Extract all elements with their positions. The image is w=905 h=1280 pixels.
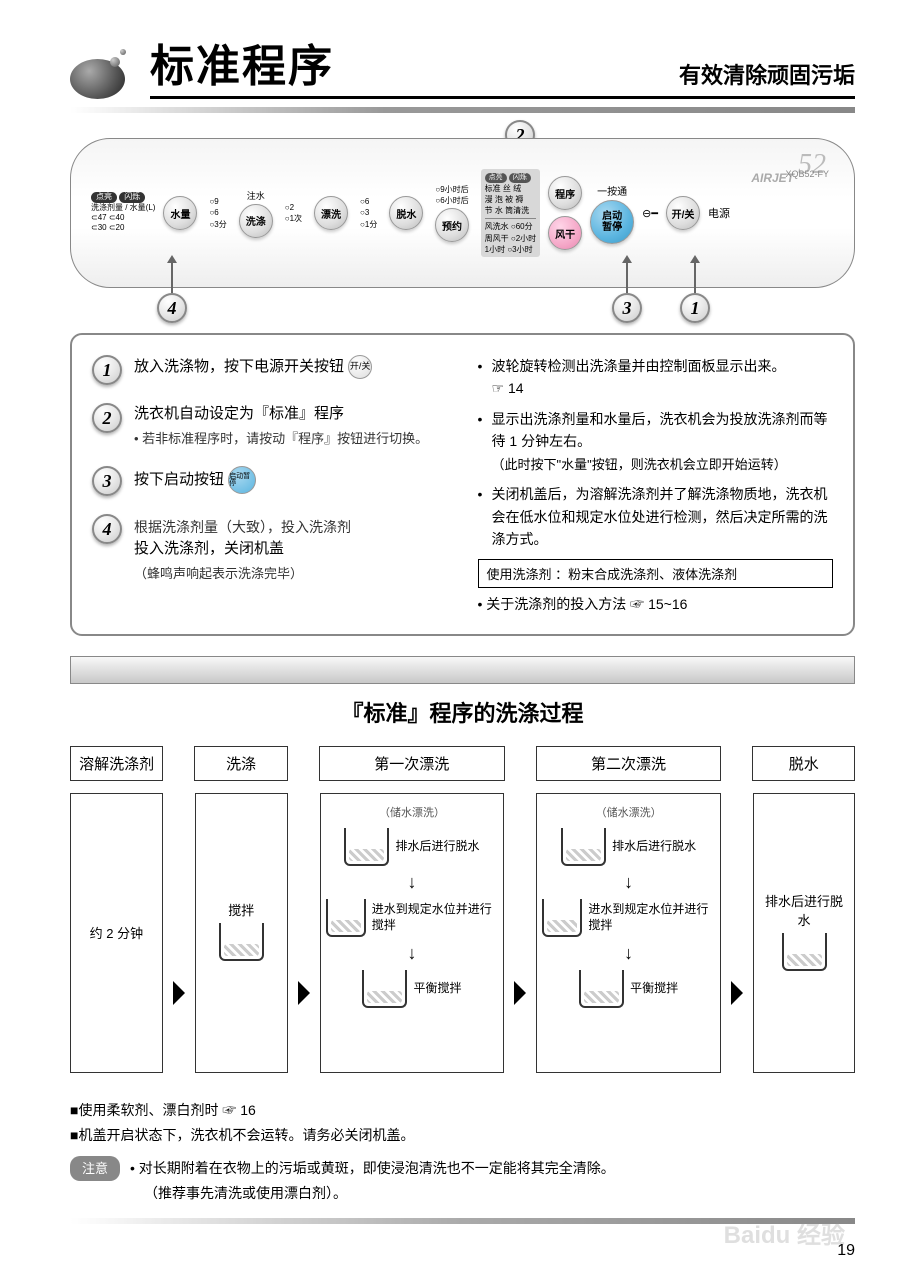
onetouch-label: 一按通	[597, 183, 627, 198]
start-pause-button: 启动暂停	[590, 200, 634, 244]
process-divider	[70, 656, 855, 684]
proc-col-5: 排水后进行脱水	[753, 793, 855, 1073]
info-bullets: 波轮旋转检测出洗涤量并由控制面板显示出来。☞ 14 显示出洗涤剂量和水量后，洗衣…	[478, 355, 834, 551]
proc-col-2: 搅拌	[195, 793, 288, 1073]
process-diagram: 溶解洗涤剂 洗涤 第一次漂洗 第二次漂洗 脱水 约 2 分钟 搅拌 （储水漂洗）…	[70, 746, 855, 1073]
page-header: 标准程序 有效清除顽固污垢	[70, 30, 855, 99]
arrow-icon	[173, 981, 185, 1005]
step-2: 2 洗衣机自动设定为『标准』程序• 若非标准程序时，请按动『程序』按钮进行切换。	[92, 403, 448, 448]
process-title: 『标准』程序的洗涤过程	[70, 696, 855, 728]
detergent-indicator: 点亮 闪烁 洗涤剂量 / 水量(L) ⊂47 ⊂40 ⊂30 ⊂20	[91, 192, 155, 234]
instructions-box: 1 放入洗涤物，按下电源开关按钮 开/关 2 洗衣机自动设定为『标准』程序• 若…	[70, 333, 855, 636]
spin-button: 脱水	[389, 196, 423, 230]
control-panel-diagram: 2 52 AIRJET XQB52-FY 点亮 闪烁 洗涤剂量 / 水量(L) …	[70, 138, 855, 288]
rinse-button: 漂洗	[314, 196, 348, 230]
proc-col-4: （储水漂洗） 排水后进行脱水 ↓ 进水到规定水位并进行搅拌 ↓ 平衡搅拌	[536, 793, 721, 1073]
arrow-icon	[731, 981, 743, 1005]
proc-hdr-3: 第一次漂洗	[319, 746, 505, 781]
page-subtitle: 有效清除顽固污垢	[659, 58, 855, 99]
step-4: 4 根据洗涤剂量（大致），投入洗涤剂投入洗涤剂，关闭机盖（蜂鸣声响起表示洗涤完毕…	[92, 514, 448, 583]
wind-dry-button: 风干	[548, 216, 582, 250]
wash-leds: ○9○6○3分	[209, 196, 226, 230]
reserve-button: 预约	[435, 208, 469, 242]
detergent-info-box: 使用洗涤剂 ：粉末合成洗涤剂、液体洗涤剂	[478, 559, 834, 588]
program-button: 程序	[548, 176, 582, 210]
control-panel: 52 AIRJET XQB52-FY 点亮 闪烁 洗涤剂量 / 水量(L) ⊂4…	[70, 138, 855, 288]
watermark: Baidu 经验	[724, 1215, 845, 1250]
wash-button: 洗涤	[239, 204, 273, 238]
proc-hdr-1: 溶解洗涤剂	[70, 746, 163, 781]
page-number: 19	[837, 1242, 855, 1260]
arrow-icon	[514, 981, 526, 1005]
step-1: 1 放入洗涤物，按下电源开关按钮 开/关	[92, 355, 448, 385]
proc-hdr-5: 脱水	[752, 746, 855, 781]
arrow-icon	[298, 981, 310, 1005]
proc-hdr-4: 第二次漂洗	[536, 746, 722, 781]
start-icon: 启动暂停	[228, 466, 256, 494]
step-3: 3 按下启动按钮 启动暂停	[92, 466, 448, 496]
water-button: 水量	[163, 196, 197, 230]
power-label: 电源	[708, 205, 730, 221]
model-code: XQB52-FY	[785, 169, 829, 179]
detergent-ref: • 关于洗涤剂的投入方法 ☞ 15~16	[478, 594, 834, 614]
proc-col-1: 约 2 分钟	[70, 793, 163, 1073]
delay-leds: ○9小时后○6小时后	[435, 184, 468, 206]
proc-hdr-2: 洗涤	[194, 746, 287, 781]
callout-3: 3	[612, 255, 642, 323]
spin-leds: ○6○3○1分	[360, 196, 377, 230]
mode-display: 点亮 闪烁 标准 丝 绒 漫 泡 被 褥 节 水 筒清洗 风洗水 ○60分 周风…	[481, 169, 541, 257]
logo-icon	[70, 49, 140, 99]
divider	[70, 107, 855, 113]
power-button: 开/关	[666, 196, 700, 230]
caution-badge: 注意	[70, 1156, 120, 1181]
footer-notes: ■使用柔软剂、漂白剂时 ☞ 16 ■机盖开启状态下，洗衣机不会运转。请务必关闭机…	[70, 1098, 855, 1225]
rinse-leds: ○2○1次	[285, 202, 302, 224]
callout-1: 1	[680, 255, 710, 323]
callout-4: 4	[157, 255, 187, 323]
page-title: 标准程序	[150, 30, 659, 99]
power-icon: 开/关	[348, 355, 372, 379]
proc-col-3: （储水漂洗） 排水后进行脱水 ↓ 进水到规定水位并进行搅拌 ↓ 平衡搅拌	[320, 793, 505, 1073]
